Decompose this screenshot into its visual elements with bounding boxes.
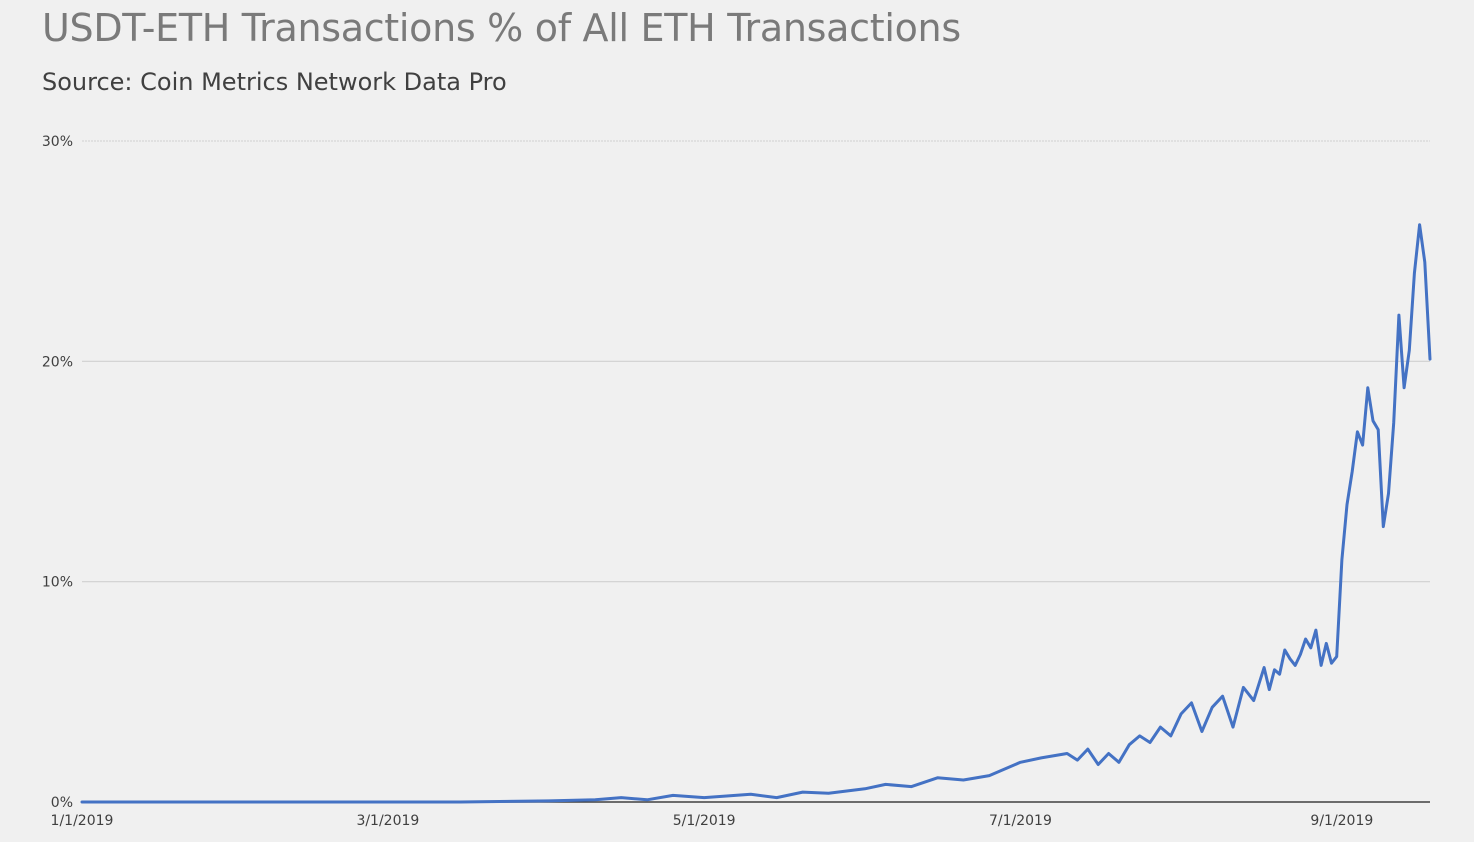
x-tick-label: 7/1/2019 — [989, 813, 1052, 829]
x-tick-label: 9/1/2019 — [1310, 813, 1373, 829]
x-tick-label: 1/1/2019 — [51, 813, 114, 829]
series-line — [80, 223, 1432, 804]
x-tick-label: 3/1/2019 — [356, 813, 419, 829]
x-axis-ticks: 1/1/2019 3/1/2019 5/1/2019 7/1/2019 9/1/2019 — [51, 813, 1374, 829]
y-tick-label: 10% — [42, 575, 73, 591]
x-tick-label: 5/1/2019 — [673, 813, 736, 829]
chart-subtitle: Source: Coin Metrics Network Data Pro — [42, 68, 507, 96]
y-tick-label: 0% — [51, 795, 73, 811]
y-tick-label: 20% — [42, 354, 73, 370]
chart-title: USDT-ETH Transactions % of All ETH Trans… — [42, 6, 961, 50]
gridlines — [82, 140, 1430, 583]
y-axis-ticks: 0% 10% 20% 30% — [42, 134, 73, 811]
y-tick-label: 30% — [42, 134, 73, 150]
